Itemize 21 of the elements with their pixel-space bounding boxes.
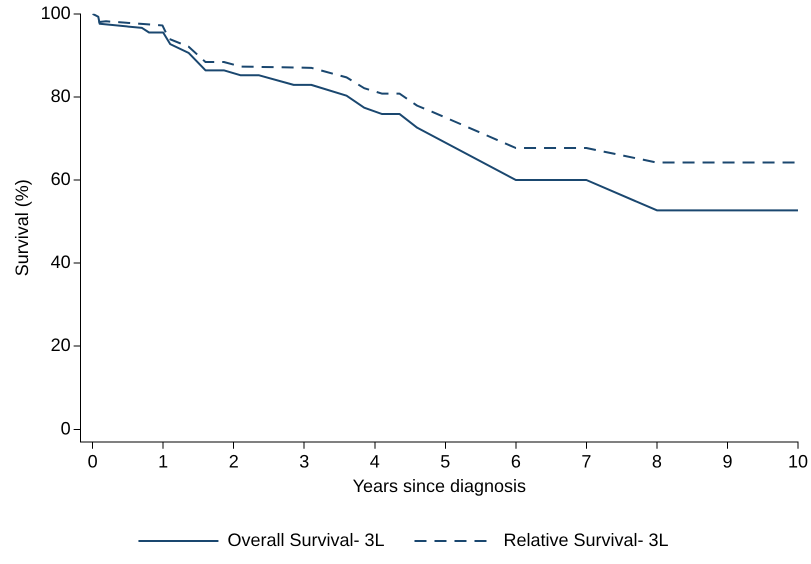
x-tick-label: 7 xyxy=(581,452,592,472)
x-tick-label: 0 xyxy=(88,452,98,472)
legend-label: Relative Survival- 3L xyxy=(503,530,669,550)
x-tick-label: 2 xyxy=(228,452,239,472)
x-tick-label: 4 xyxy=(370,452,380,472)
y-axis-title: Survival (%) xyxy=(12,179,32,276)
y-tick-label: 60 xyxy=(50,168,71,189)
y-tick-label: 100 xyxy=(40,2,71,23)
x-tick-label: 3 xyxy=(299,452,310,472)
x-tick-label: 9 xyxy=(722,452,732,472)
x-tick-label: 10 xyxy=(788,452,808,472)
y-tick-label: 80 xyxy=(50,86,71,106)
y-tick-label: 0 xyxy=(60,418,71,438)
x-tick-label: 1 xyxy=(158,452,168,472)
y-tick-label: 40 xyxy=(50,252,71,272)
y-tick-label: 20 xyxy=(50,335,71,356)
x-tick-label: 8 xyxy=(652,452,662,472)
legend-label: Overall Survival- 3L xyxy=(227,530,385,550)
x-tick-label: 6 xyxy=(510,452,521,472)
x-axis-title: Years since diagnosis xyxy=(352,476,526,496)
x-tick-label: 5 xyxy=(440,452,450,472)
